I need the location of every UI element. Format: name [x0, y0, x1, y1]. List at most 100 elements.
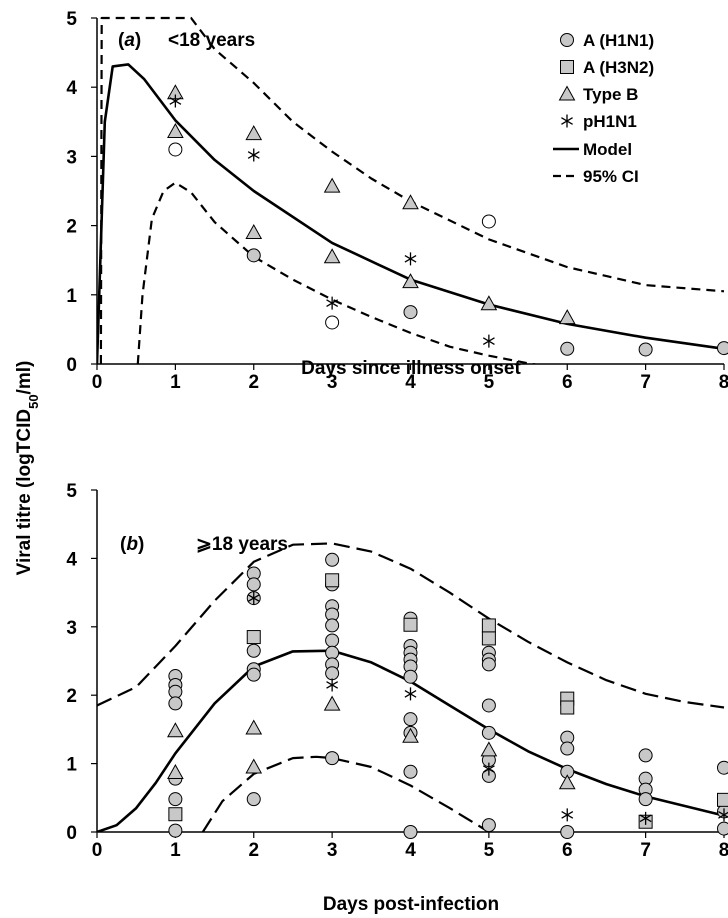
a-h1n1-point	[560, 741, 575, 756]
y-axis-label: Viral titre (logTCID50/ml)	[14, 361, 41, 576]
type-b-point	[245, 719, 263, 735]
a-h1n1-point	[168, 684, 183, 699]
a-h1n1-point	[246, 248, 261, 263]
x-tick-label: 6	[562, 840, 573, 861]
type-b-point	[323, 177, 341, 193]
ph1n1-point	[482, 762, 495, 776]
ph1n1-point	[404, 252, 417, 266]
type-b-point	[245, 758, 263, 774]
a-h1n1-point	[638, 748, 653, 763]
95-ci-lower-line	[136, 181, 540, 364]
legend-label: Type B	[583, 85, 638, 104]
a-h3n2-point	[560, 700, 575, 715]
type-b-point	[402, 273, 419, 289]
type-b-point	[245, 125, 263, 141]
a-h1n1-point	[481, 657, 496, 672]
a-h1n1-point	[325, 645, 340, 660]
y-tick-label: 5	[66, 9, 77, 30]
y-tick-label: 3	[66, 618, 77, 639]
x-tick-label: 7	[640, 372, 651, 393]
legend-circle-swatch	[560, 33, 574, 47]
x-tick-label: 1	[170, 372, 181, 393]
y-tick-label: 0	[66, 823, 77, 844]
x-axis-label-b: Days post-infection	[323, 894, 499, 915]
x-tick-label: 2	[248, 840, 259, 861]
ph1n1-point	[404, 687, 417, 701]
a-h3n2-point	[246, 630, 261, 645]
a-h3n2-point	[481, 618, 496, 633]
axes-b: 0 1 2 3 4 5 6 7 8 0 1 2 3 4 5	[66, 481, 728, 861]
panel-a-tag: (a)	[118, 30, 141, 51]
a-h1n1-point	[403, 764, 418, 779]
a-h1n1-point	[246, 643, 261, 658]
x-tick-label: 4	[405, 372, 416, 393]
legend-square-swatch	[560, 60, 574, 74]
type-b-point	[167, 763, 184, 779]
panel-b: 0 1 2 3 4 5 6 7 8 0 1 2 3 4 5 (b) ⩾18 years Days post-…	[66, 481, 728, 915]
x-tick-label: 0	[92, 372, 103, 393]
series-b	[97, 542, 728, 839]
model-line	[97, 649, 725, 832]
y-tick-label: 4	[66, 78, 77, 99]
a-h1n1-point	[560, 341, 575, 356]
legend-label: Model	[583, 140, 632, 159]
a-h1n1-point	[717, 341, 728, 356]
panel-a: 0 1 2 3 4 5 6 7 8 0 1 2 3 4 5 (a) <18 years Days since…	[66, 9, 728, 393]
a-h1n1-point	[481, 818, 496, 833]
95-ci-upper-line	[99, 16, 725, 364]
panel-b-age: ⩾18 years	[196, 534, 288, 555]
a-h3n2-point	[168, 807, 183, 822]
a-h1n1-point	[403, 305, 418, 320]
type-b-point	[323, 695, 341, 711]
a-h1n1-point	[638, 792, 653, 807]
a-h1n1-point	[481, 698, 496, 713]
axes-a: 0 1 2 3 4 5 6 7 8 0 1 2 3 4 5	[66, 9, 728, 393]
a-h1n1-point	[717, 760, 728, 775]
a-h1n1-open-point	[481, 214, 496, 229]
a-h1n1-point	[325, 552, 340, 567]
ph1n1-point	[326, 296, 339, 310]
a-h1n1-point	[403, 712, 418, 727]
series-a	[97, 16, 728, 364]
a-h1n1-point	[246, 667, 261, 682]
x-tick-label: 3	[327, 372, 338, 393]
x-tick-label: 5	[484, 372, 495, 393]
type-b-point	[245, 223, 263, 240]
a-h1n1-point	[168, 792, 183, 807]
y-tick-label: 4	[66, 549, 77, 570]
y-tick-label: 5	[66, 481, 77, 502]
a-h1n1-open-point	[168, 142, 183, 157]
type-b-point	[480, 741, 498, 757]
type-b-point	[558, 309, 576, 325]
legend: A (H1N1) A (H3N2) Type B pH1N1 Model 95% CI	[553, 31, 654, 186]
a-h1n1-point	[246, 577, 261, 592]
ph1n1-point	[169, 94, 182, 108]
type-b-point	[323, 248, 341, 264]
a-h1n1-point	[717, 821, 728, 836]
panel-b-tag: (b)	[120, 534, 144, 555]
legend-star-swatch	[561, 114, 573, 128]
type-b-point	[402, 727, 419, 743]
legend-label: A (H1N1)	[583, 31, 654, 50]
x-tick-label: 8	[719, 840, 728, 861]
95-ci-lower-line	[201, 755, 490, 832]
a-h1n1-open-point	[325, 315, 340, 330]
type-b-point	[167, 122, 184, 138]
ph1n1-point	[326, 678, 339, 692]
a-h1n1-point	[638, 342, 653, 357]
a-h1n1-point	[481, 725, 496, 740]
a-h3n2-point	[717, 792, 728, 807]
95-ci-upper-line	[97, 542, 725, 709]
a-h1n1-point	[560, 825, 575, 839]
x-tick-label: 4	[405, 840, 416, 861]
x-tick-label: 0	[92, 840, 103, 861]
x-tick-label: 8	[719, 372, 728, 393]
type-b-point	[480, 295, 498, 311]
y-tick-label: 2	[66, 217, 77, 238]
legend-label: pH1N1	[583, 112, 637, 131]
ph1n1-point	[247, 148, 260, 162]
a-h1n1-point	[325, 618, 340, 633]
y-tick-label: 1	[66, 286, 77, 307]
y-tick-label: 3	[66, 147, 77, 168]
